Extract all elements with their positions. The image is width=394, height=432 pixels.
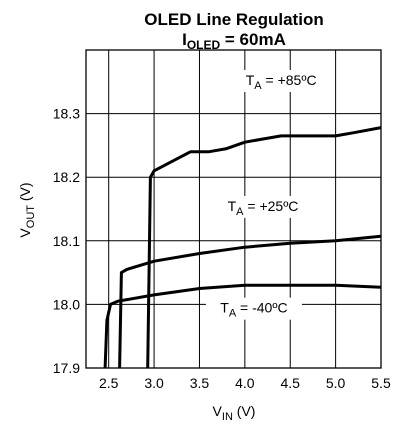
x-tick-label: 4.0 — [235, 375, 255, 391]
y-axis-ticks: 17.9 18.0 18.1 18.2 18.3 — [53, 106, 80, 376]
chart-title-group: OLED Line Regulation IOLED = 60mA — [144, 10, 323, 52]
y-axis-label-sub: OUT — [25, 205, 37, 229]
chart-subtitle: IOLED = 60mA — [182, 30, 286, 52]
series-label-rest: = +85ºC — [262, 72, 317, 88]
x-axis-label-sub: IN — [222, 411, 233, 423]
x-axis-label-main: V — [213, 403, 223, 419]
y-tick-label: 18.3 — [53, 106, 80, 122]
x-tick-label: 3.5 — [190, 375, 210, 391]
series-label-rest: = -40ºC — [236, 300, 287, 316]
series-label-3: TA = -40ºC — [220, 300, 287, 320]
chart-subtitle-main: I — [182, 30, 187, 49]
series-label-1: TA = +85ºC — [246, 72, 317, 92]
series-line-2 — [118, 234, 382, 369]
y-tick-label: 18.2 — [53, 169, 80, 185]
series-line-1 — [146, 126, 382, 369]
series-label-main: T — [228, 198, 237, 214]
chart-title: OLED Line Regulation — [144, 10, 323, 29]
y-axis-label-rest: (V) — [17, 182, 33, 205]
x-tick-label: 5.5 — [371, 375, 391, 391]
series-label-sub: A — [254, 80, 262, 92]
x-tick-label: 4.5 — [280, 375, 300, 391]
x-axis-ticks: 2.5 3.0 3.5 4.0 4.5 5.0 5.5 — [99, 375, 391, 391]
chart-subtitle-sub: OLED — [187, 38, 221, 52]
x-tick-label: 3.0 — [144, 375, 164, 391]
series-label-bg — [233, 69, 330, 92]
series-group — [103, 126, 382, 369]
series-label-bg — [215, 195, 311, 218]
series-line-3 — [103, 283, 382, 369]
series-label-main: T — [246, 72, 255, 88]
x-axis-label-rest: (V) — [233, 403, 256, 419]
series-label-sub: A — [236, 206, 244, 218]
x-tick-label: 2.5 — [99, 375, 119, 391]
series-label-rest: = +25ºC — [243, 198, 298, 214]
series-label-bg — [205, 297, 302, 320]
plot-frame — [85, 49, 382, 369]
series-label-sub: A — [229, 308, 237, 320]
y-tick-label: 18.0 — [53, 296, 80, 312]
y-tick-label: 17.9 — [53, 360, 80, 376]
y-axis-label: VOUT (V) — [17, 182, 37, 237]
series-label-main: T — [220, 300, 229, 316]
series-label-2: TA = +25ºC — [228, 198, 299, 218]
y-tick-label: 18.1 — [53, 233, 80, 249]
x-axis-label: VIN (V) — [213, 403, 256, 423]
chart-subtitle-rest: = 60mA — [220, 30, 286, 49]
x-tick-label: 5.0 — [326, 375, 346, 391]
y-axis-label-main: V — [17, 228, 33, 238]
